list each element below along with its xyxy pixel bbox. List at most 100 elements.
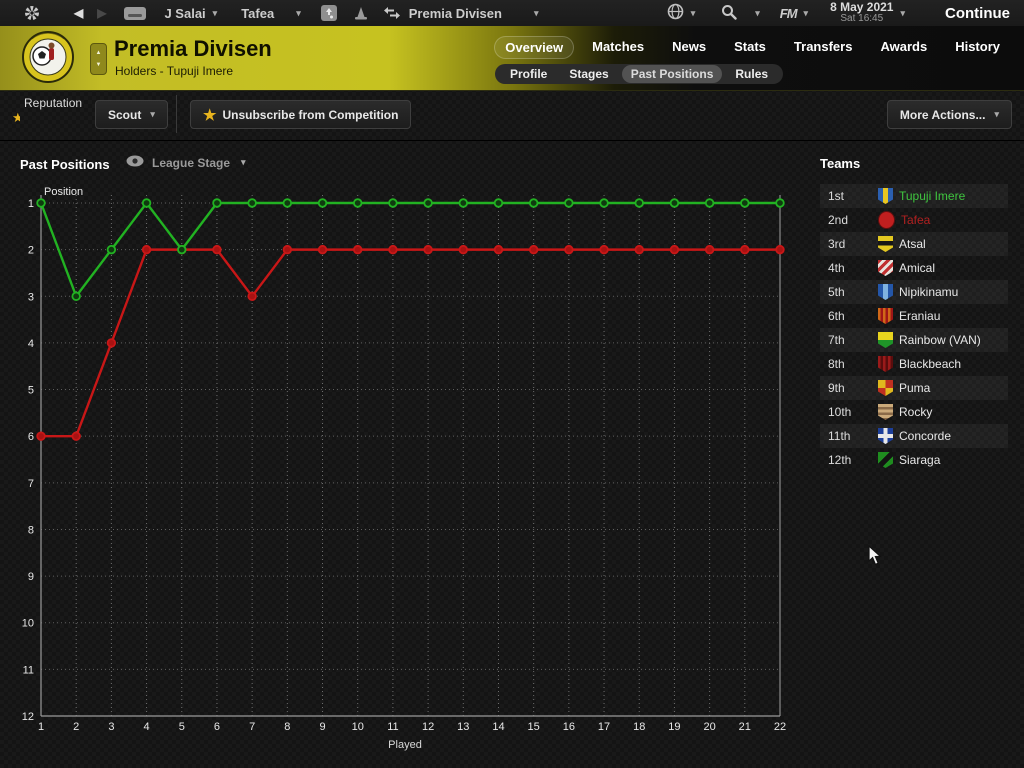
teams-panel: Teams 1st Tupuji Imere 2nd Tafea 3rd Atsal 4th… xyxy=(820,156,1008,472)
team-row[interactable]: 4th Amical xyxy=(820,256,1008,280)
tab-transfers[interactable]: Transfers xyxy=(793,39,853,54)
team-row[interactable]: 8th Blackbeach xyxy=(820,352,1008,376)
svg-text:6: 6 xyxy=(214,721,220,733)
team-name[interactable]: Tupuji Imere xyxy=(899,189,966,203)
swap-competition-icon[interactable] xyxy=(383,6,401,20)
search-control[interactable]: ▾ xyxy=(721,4,760,23)
inbox-icon[interactable] xyxy=(124,6,147,20)
svg-text:15: 15 xyxy=(528,721,540,733)
tactics-board-icon[interactable] xyxy=(320,5,337,21)
competition-menu[interactable]: Premia Divisen ▾ xyxy=(409,6,539,21)
game-date: 8 May 2021 xyxy=(830,0,894,14)
teams-list: 1st Tupuji Imere 2nd Tafea 3rd Atsal 4th Amical… xyxy=(820,184,1008,472)
team-name[interactable]: Eraniau xyxy=(899,309,941,323)
team-name[interactable]: Nipikinamu xyxy=(899,285,959,299)
mouse-cursor xyxy=(868,544,882,571)
svg-text:4: 4 xyxy=(28,338,34,350)
settings-gear-icon[interactable] xyxy=(24,5,40,21)
team-name[interactable]: Rainbow (VAN) xyxy=(899,333,981,347)
tab-matches[interactable]: Matches xyxy=(592,39,645,54)
team-name[interactable]: Amical xyxy=(899,261,936,275)
team-row[interactable]: 11th Concorde xyxy=(820,424,1008,448)
team-name[interactable]: Atsal xyxy=(899,237,926,251)
section-title: Past Positions xyxy=(20,157,110,172)
team-name: Tafea xyxy=(241,5,275,21)
stage-selector-value: League Stage xyxy=(152,155,231,170)
header-spinner-control[interactable]: ▲ ▼ xyxy=(90,43,107,75)
svg-text:3: 3 xyxy=(28,291,34,303)
continue-button[interactable]: Continue xyxy=(945,4,1010,22)
team-position: 2nd xyxy=(828,213,849,227)
chevron-down-icon: ▾ xyxy=(803,7,809,18)
team-menu[interactable]: Tafea ▾ xyxy=(241,6,301,21)
action-toolbar: Reputation ★ Scout ▾ ★ Unsubscribe from … xyxy=(0,90,1024,141)
team-row[interactable]: 3rd Atsal xyxy=(820,232,1008,256)
team-row[interactable]: 9th Puma xyxy=(820,376,1008,400)
game-date-control[interactable]: 8 May 2021 Sat 16:45 ▾ xyxy=(830,0,905,24)
svg-text:12: 12 xyxy=(22,711,34,723)
tab-awards[interactable]: Awards xyxy=(880,39,928,54)
manager-menu[interactable]: J Salai ▾ xyxy=(164,6,217,21)
svg-text:11: 11 xyxy=(387,721,398,733)
team-name[interactable]: Siaraga xyxy=(899,453,941,467)
team-position: 5th xyxy=(828,285,845,299)
more-actions-button[interactable]: More Actions... ▾ xyxy=(886,100,1012,129)
tab-overview[interactable]: Overview xyxy=(494,36,575,59)
svg-text:2: 2 xyxy=(73,721,79,733)
svg-text:16: 16 xyxy=(563,721,575,733)
team-badge-icon xyxy=(878,404,893,420)
svg-text:7: 7 xyxy=(28,478,34,490)
fm-logo: FM xyxy=(779,5,798,21)
forward-button[interactable]: ▶ xyxy=(97,6,107,20)
game-time: Sat 16:45 xyxy=(840,13,884,24)
unsubscribe-button[interactable]: ★ Unsubscribe from Competition xyxy=(190,100,412,129)
team-row[interactable]: 10th Rocky xyxy=(820,400,1008,424)
team-badge-icon xyxy=(878,380,893,396)
fm-menu[interactable]: FM ▾ xyxy=(780,6,808,21)
subtab-stages[interactable]: Stages xyxy=(569,67,609,81)
team-row[interactable]: 5th Nipikinamu xyxy=(820,280,1008,304)
team-badge-icon xyxy=(878,428,893,444)
training-cone-icon[interactable] xyxy=(353,6,369,21)
svg-text:20: 20 xyxy=(703,721,715,733)
star-icon: ★ xyxy=(203,106,217,124)
team-position: 12th xyxy=(828,453,852,467)
svg-text:13: 13 xyxy=(457,721,469,733)
competition-logo xyxy=(22,31,74,88)
team-row[interactable]: 1st Tupuji Imere xyxy=(820,184,1008,208)
tab-stats[interactable]: Stats xyxy=(734,39,766,54)
svg-text:5: 5 xyxy=(179,721,185,733)
team-row[interactable]: 12th Siaraga xyxy=(820,448,1008,472)
subtab-rules[interactable]: Rules xyxy=(735,67,769,81)
team-name[interactable]: Concorde xyxy=(899,429,952,443)
team-badge-icon xyxy=(878,308,893,324)
subtab-past-positions[interactable]: Past Positions xyxy=(621,65,723,83)
svg-text:10: 10 xyxy=(22,618,34,630)
team-row[interactable]: 2nd Tafea xyxy=(820,208,1008,232)
svg-text:12: 12 xyxy=(422,721,434,733)
team-row[interactable]: 7th Rainbow (VAN) xyxy=(820,328,1008,352)
world-menu[interactable]: ▾ xyxy=(667,3,695,23)
chevron-down-icon: ▾ xyxy=(150,109,155,119)
subtab-profile[interactable]: Profile xyxy=(510,67,548,81)
back-button[interactable]: ◀ xyxy=(74,6,84,20)
team-position: 4th xyxy=(828,261,845,275)
team-name[interactable]: Blackbeach xyxy=(899,357,962,371)
competition-header: ▲ ▼ Premia Divisen Holders - Tupuji Imere… xyxy=(0,26,1024,91)
main-tab-bar: Overview Matches News Stats Transfers Awards H… xyxy=(494,36,1010,59)
eye-icon xyxy=(126,155,144,170)
manager-name: J Salai xyxy=(164,5,206,21)
svg-text:19: 19 xyxy=(668,721,680,733)
team-name[interactable]: Tafea xyxy=(901,213,931,227)
svg-text:9: 9 xyxy=(319,721,325,733)
team-row[interactable]: 6th Eraniau xyxy=(820,304,1008,328)
team-position: 9th xyxy=(828,381,845,395)
tab-news[interactable]: News xyxy=(672,39,707,54)
team-name[interactable]: Rocky xyxy=(899,405,933,419)
stage-selector[interactable]: League Stage ▾ xyxy=(126,155,246,170)
teams-panel-title: Teams xyxy=(820,156,861,171)
team-name[interactable]: Puma xyxy=(899,381,931,395)
tab-history[interactable]: History xyxy=(955,39,1000,54)
scout-button[interactable]: Scout ▾ xyxy=(95,100,168,129)
